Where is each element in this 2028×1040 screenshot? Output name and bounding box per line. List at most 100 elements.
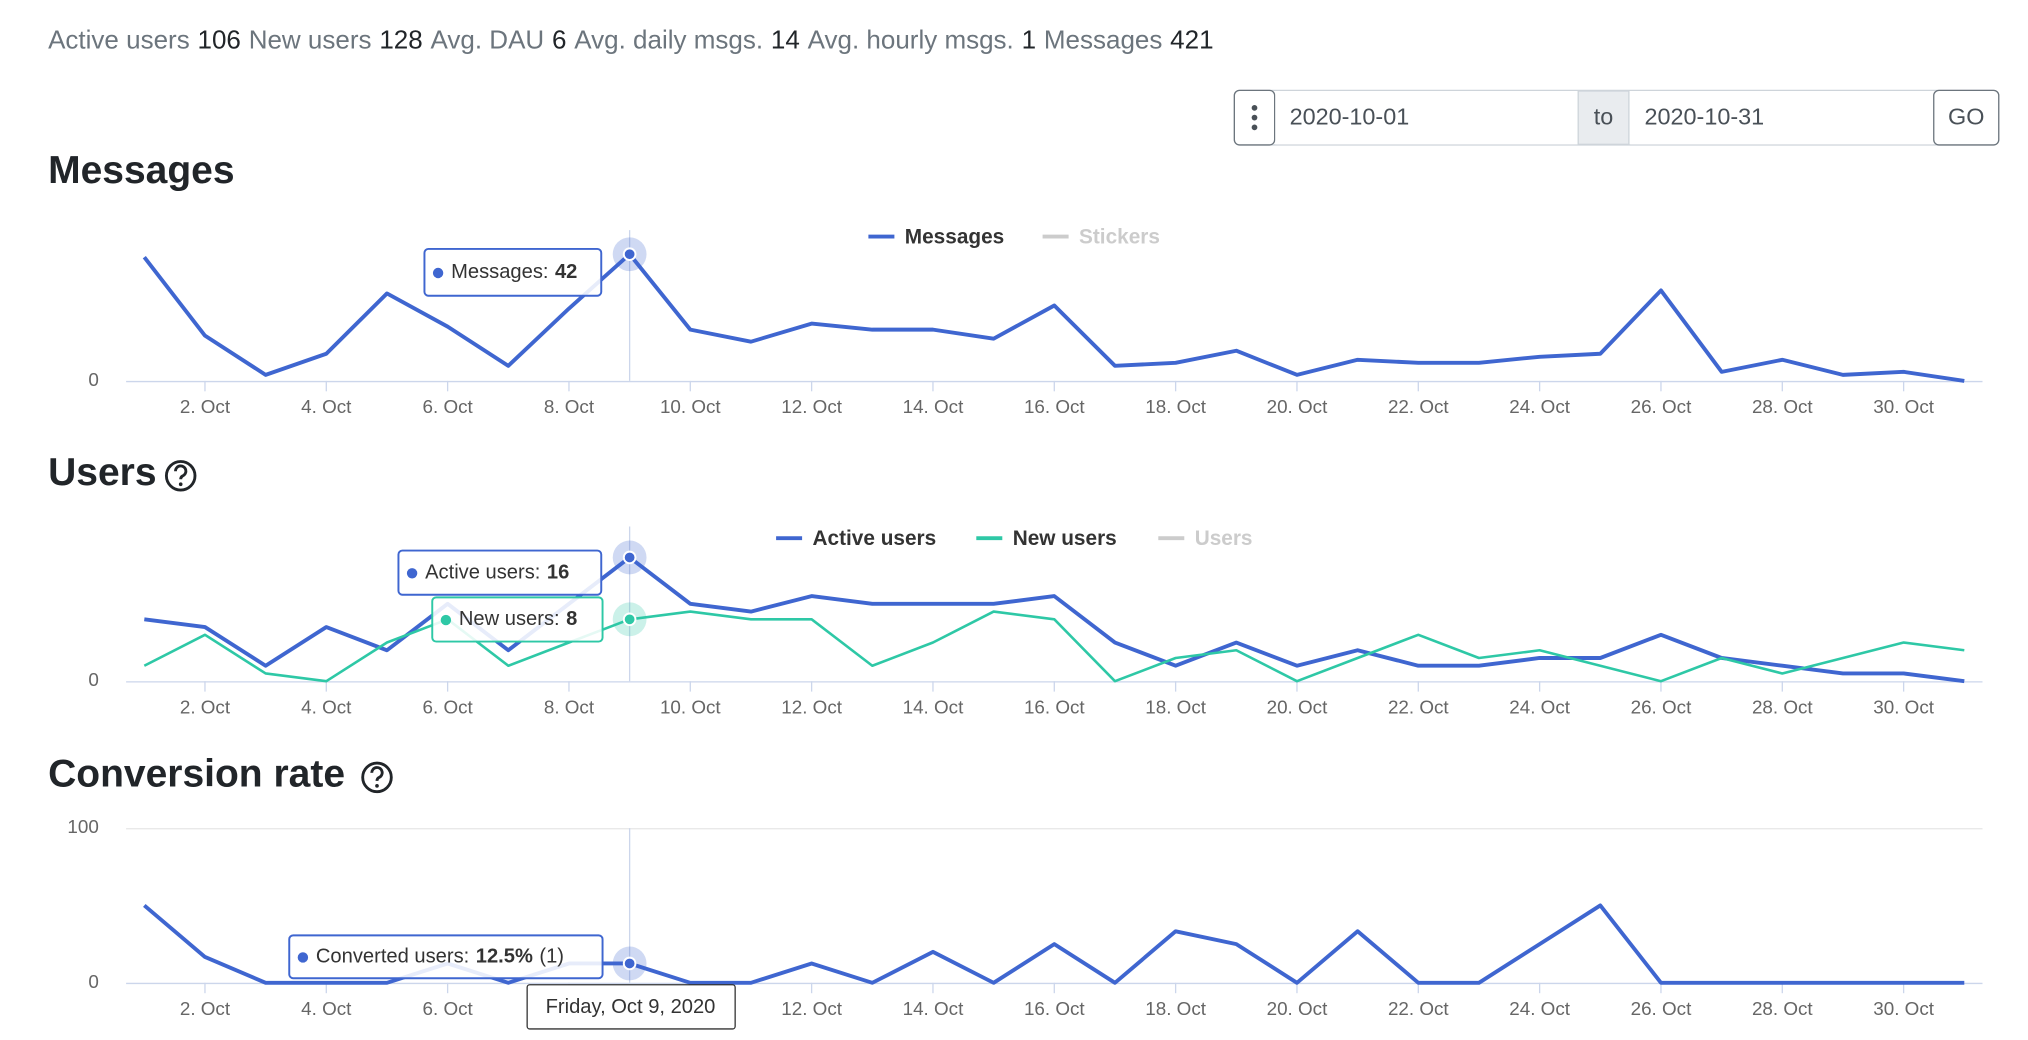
x-tick-label: 2. Oct: [180, 998, 231, 1019]
stat-label: Avg. hourly msgs.: [808, 24, 1014, 54]
stat-label: Avg. daily msgs.: [574, 24, 763, 54]
separator: to: [1594, 103, 1614, 129]
x-tick-label: 20. Oct: [1267, 696, 1328, 717]
x-tick-label: 8. Oct: [544, 696, 595, 717]
stat-value: 128: [379, 24, 422, 54]
tooltip-label: Active users:: [425, 562, 540, 584]
x-tick-label: 30. Oct: [1873, 696, 1934, 717]
x-tick-label: 6. Oct: [423, 696, 474, 717]
x-tick-label: 14. Oct: [903, 998, 964, 1019]
help-glyph: [375, 784, 379, 788]
tooltip-value: 16: [547, 562, 569, 584]
help-circle: [361, 761, 393, 794]
stats-bar: Active users 106 New users 128 Avg. DAU 6 Avg.…: [48, 24, 1213, 54]
x-tick-label: 18. Oct: [1145, 998, 1206, 1019]
x-tick-label: 12. Oct: [781, 998, 842, 1019]
tooltip-label: Converted users:: [316, 946, 469, 968]
tooltip-dot: [440, 614, 452, 626]
help-glyph: [174, 464, 188, 480]
x-tick-label: 10. Oct: [660, 396, 721, 417]
legend-label: Messages: [905, 225, 1004, 248]
x-tick-label: 28. Oct: [1752, 396, 1813, 417]
stat-label: Avg. DAU: [431, 24, 545, 54]
stat-value: 421: [1170, 24, 1213, 54]
tooltip-label: New users:: [459, 608, 560, 630]
tooltip-header: Friday, Oct 9, 2020: [546, 996, 716, 1018]
stat-label: Active users: [48, 24, 190, 54]
x-tick-label: 22. Oct: [1388, 998, 1449, 1019]
tooltip-text: Messages: 42: [451, 261, 577, 283]
help-circle: [164, 460, 197, 492]
x-tick-label: 26. Oct: [1631, 696, 1692, 717]
help-icon[interactable]: [361, 761, 393, 794]
tooltip-dot: [406, 568, 418, 579]
x-tick-label: 12. Oct: [781, 396, 842, 417]
x-tick-label: 10. Oct: [660, 696, 721, 717]
x-tick-label: 14. Oct: [903, 696, 964, 717]
x-tick-label: 20. Oct: [1267, 998, 1328, 1019]
legend-label: Active users: [813, 527, 937, 550]
hover-point: [622, 247, 637, 262]
series-line: [142, 252, 1965, 383]
stat-label: New users: [249, 24, 372, 54]
date-range: 2020-10-01 to 2020-10-31 GO: [1233, 89, 2000, 146]
y-tick-label: 0: [88, 971, 98, 992]
x-tick-label: 2. Oct: [180, 396, 231, 417]
from-input[interactable]: [1275, 91, 1579, 145]
x-tick-label: 26. Oct: [1631, 396, 1692, 417]
hover-point: [622, 956, 637, 971]
x-tick-label: 30. Oct: [1873, 998, 1934, 1019]
x-tick-label: 26. Oct: [1631, 998, 1692, 1019]
tooltip-box: [423, 247, 603, 297]
y-tick-label: 0: [88, 369, 98, 390]
tooltip-dot: [432, 267, 444, 279]
tooltip-header-box: [526, 984, 736, 1030]
x-tick-label: 24. Oct: [1509, 998, 1570, 1019]
stat-label: Messages: [1044, 24, 1163, 54]
help-icon[interactable]: [164, 460, 197, 492]
tooltip-value: 42: [555, 261, 577, 283]
separator-box: [1577, 90, 1630, 145]
tooltip-count: (1): [539, 946, 564, 968]
legend-label: Stickers: [1079, 225, 1160, 248]
menu-dot: [1251, 105, 1258, 111]
tooltip-label: Messages:: [451, 261, 548, 283]
section-title: Messages: [48, 149, 234, 192]
x-tick-label: 30. Oct: [1873, 396, 1934, 417]
tooltip-text: New users: 8: [459, 608, 577, 630]
to-input[interactable]: [1630, 91, 1934, 145]
legend-label: New users: [1013, 527, 1117, 550]
x-tick-label: 4. Oct: [301, 696, 352, 717]
x-tick-label: 16. Oct: [1024, 696, 1085, 717]
tooltip-text: Converted users: 12.5% (1): [316, 946, 564, 968]
tooltip-box: [397, 549, 603, 596]
chart: 0 2. Oct 4. Oct 6. Oct 8. Oct 10. Oct 12. Oct 1…: [88, 526, 1983, 717]
stat-value: 6: [552, 24, 566, 54]
x-tick-label: 4. Oct: [301, 998, 352, 1019]
stat-value: 1: [1022, 24, 1036, 54]
chart: 0 2. Oct 4. Oct 6. Oct 8. Oct 10. Oct 12. Oct 1…: [88, 225, 1983, 417]
x-tick-label: 24. Oct: [1509, 396, 1570, 417]
from-date: 2020-10-01: [1290, 103, 1410, 129]
hover-point: [622, 612, 637, 627]
x-tick-label: 24. Oct: [1509, 696, 1570, 717]
x-tick-label: 2. Oct: [180, 696, 231, 717]
stat-value: 14: [771, 24, 800, 54]
x-tick-label: 6. Oct: [423, 998, 474, 1019]
x-tick-label: 12. Oct: [781, 696, 842, 717]
tooltip-dot: [297, 952, 309, 963]
go-button[interactable]: [1933, 89, 2000, 146]
x-tick-label: 28. Oct: [1752, 696, 1813, 717]
tooltip-box: [288, 934, 604, 980]
section-title: Conversion rate: [48, 752, 345, 795]
tooltip-value: 8: [566, 608, 577, 630]
x-tick-label: 14. Oct: [903, 396, 964, 417]
menu-dot: [1251, 124, 1258, 131]
go-label: GO: [1948, 103, 1984, 129]
x-tick-label: 18. Oct: [1145, 396, 1206, 417]
section-title: Users: [48, 451, 156, 494]
to-date: 2020-10-31: [1645, 103, 1765, 129]
help-glyph: [178, 482, 183, 487]
y-tick-label: 0: [88, 669, 98, 690]
